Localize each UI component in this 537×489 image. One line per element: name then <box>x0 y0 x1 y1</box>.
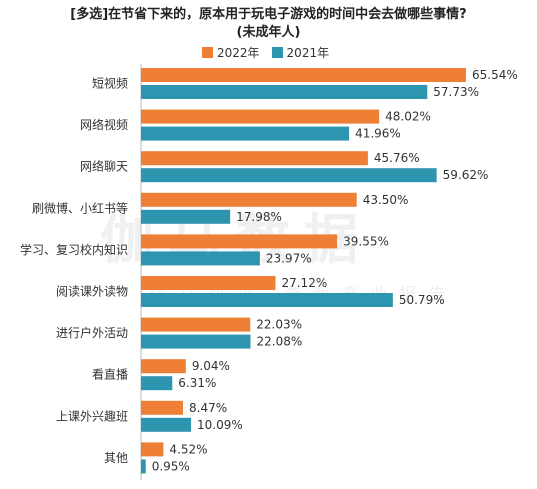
data-label-2021: 59.62% <box>443 168 489 182</box>
bar-2022 <box>141 109 380 124</box>
bar-2021 <box>141 251 260 266</box>
bar-2022 <box>141 192 357 207</box>
bar-2022 <box>141 400 184 415</box>
category-label: 看直播 <box>92 368 128 382</box>
data-label-2021: 41.96% <box>355 127 401 141</box>
data-label-2021: 17.98% <box>236 210 282 224</box>
bar-2021 <box>141 85 428 99</box>
category-label: 短视频 <box>92 76 128 91</box>
data-label-2021: 0.95% <box>152 459 190 473</box>
category-label: 其他 <box>104 451 128 465</box>
bar-2021 <box>141 209 231 224</box>
bar-2021 <box>141 376 173 391</box>
data-label-2021: 22.08% <box>256 335 302 349</box>
bar-2022 <box>141 151 368 166</box>
bar-2021 <box>141 334 251 349</box>
data-label-2021: 57.73% <box>433 85 479 99</box>
bar-2022 <box>141 68 466 82</box>
bar-2021 <box>141 459 146 474</box>
bar-2022 <box>141 317 251 332</box>
legend-swatch-2021 <box>271 46 283 58</box>
legend-item-2021: 2021年 <box>271 44 330 61</box>
bar-2022 <box>141 276 276 290</box>
data-label-2022: 9.04% <box>192 359 230 373</box>
bar-2021 <box>141 126 350 141</box>
category-label: 上课外兴趣班 <box>56 408 128 423</box>
legend-label-2021: 2021年 <box>286 45 330 60</box>
chart-legend: 2022年 2021年 <box>202 44 341 60</box>
category-label: 阅读课外读物 <box>56 285 128 299</box>
bar-2021 <box>141 293 393 307</box>
data-label-2021: 6.31% <box>178 376 216 390</box>
category-label: 网络视频 <box>80 117 128 132</box>
data-label-2022: 48.02% <box>385 110 431 124</box>
bar-2022 <box>141 234 338 249</box>
legend-label-2022: 2022年 <box>217 45 260 60</box>
data-label-2021: 23.97% <box>266 251 312 265</box>
data-label-2022: 65.54% <box>472 68 518 82</box>
category-label: 网络聊天 <box>80 159 128 174</box>
data-label-2022: 39.55% <box>343 234 389 248</box>
bar-2021 <box>141 417 192 432</box>
data-label-2022: 43.50% <box>363 193 409 207</box>
chart-subtitle: (未成年人) <box>236 25 301 40</box>
category-label: 刷微博、小红书等 <box>32 200 128 215</box>
data-label-2022: 8.47% <box>189 401 227 415</box>
category-label: 学习、复习校内知识 <box>20 242 128 257</box>
legend-item-2022: 2022年 <box>202 44 260 61</box>
chart-title: [多选]在节省下来的，原本用于玩电子游戏的时间中会去做哪些事情? <box>70 7 467 22</box>
bar-2021 <box>141 168 437 183</box>
data-label-2022: 4.52% <box>169 442 207 456</box>
category-label: 进行户外活动 <box>56 325 128 340</box>
data-label-2022: 27.12% <box>281 276 327 290</box>
data-label-2022: 22.03% <box>256 318 302 332</box>
bar-2022 <box>141 442 164 457</box>
data-label-2021: 50.79% <box>399 293 445 307</box>
data-label-2021: 10.09% <box>197 418 243 432</box>
data-label-2022: 45.76% <box>374 151 420 165</box>
bar-2022 <box>141 359 186 374</box>
legend-swatch-2022 <box>202 46 213 58</box>
